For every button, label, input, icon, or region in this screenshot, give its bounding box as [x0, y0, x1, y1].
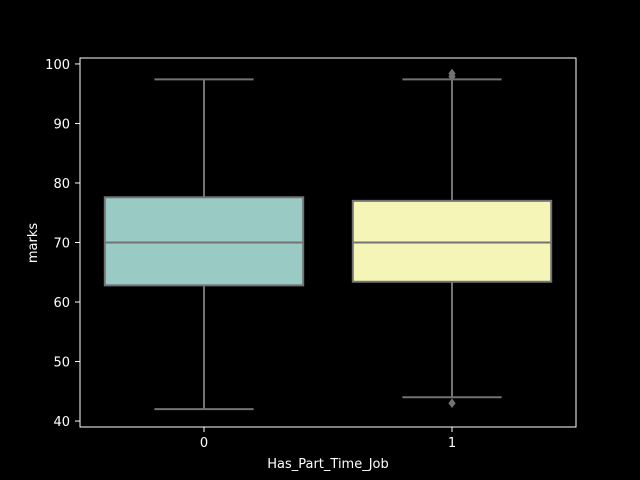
- y-axis-label: marks: [26, 223, 41, 264]
- y-tick-label: 50: [53, 356, 70, 371]
- outlier-point: [448, 398, 456, 409]
- y-tick-label: 60: [53, 296, 70, 311]
- y-tick-label: 90: [53, 117, 70, 132]
- x-tick-label: 1: [448, 436, 456, 451]
- y-tick-label: 80: [53, 177, 70, 192]
- x-axis-label: Has_Part_Time_Job: [267, 457, 389, 472]
- y-axis: 40 50 60 70 80 90 100: [45, 58, 80, 430]
- iqr-box: [103, 196, 305, 287]
- box-group-1: [351, 68, 553, 409]
- x-tick-label: 0: [200, 436, 208, 451]
- iqr-box: [351, 199, 553, 283]
- box-group-0: [103, 78, 305, 411]
- y-tick-label: 40: [53, 415, 70, 430]
- boxes-layer: [103, 68, 553, 411]
- outlier-point: [448, 68, 456, 79]
- y-tick-label: 70: [53, 237, 70, 252]
- y-tick-label: 100: [45, 58, 70, 73]
